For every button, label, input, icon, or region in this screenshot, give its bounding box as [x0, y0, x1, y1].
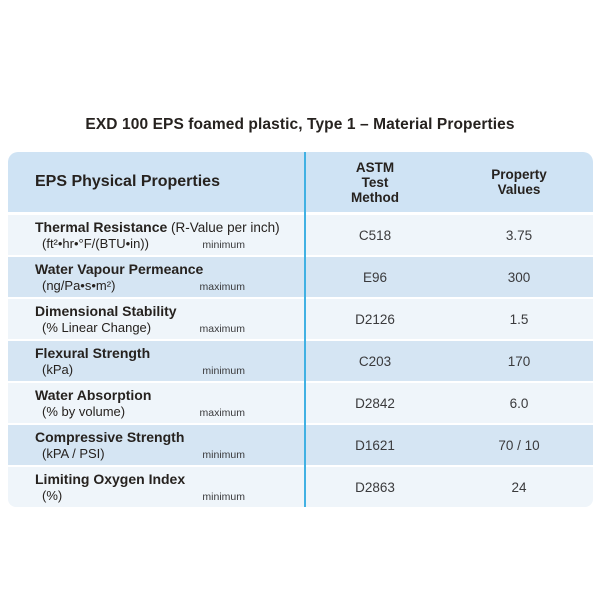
property-qualifier: maximum — [199, 323, 245, 335]
property-cell: Compressive Strength (kPA / PSI) minimum — [8, 425, 305, 465]
table-row-thermal-resistance: Thermal Resistance (R-Value per inch) (f… — [8, 215, 593, 255]
table-row-compressive-strength: Compressive Strength (kPA / PSI) minimum… — [8, 425, 593, 465]
table-row-limiting-oxygen-index: Limiting Oxygen Index (%) minimum D2863 … — [8, 467, 593, 507]
astm-cell: D2863 — [355, 479, 395, 495]
astm-cell: E96 — [362, 269, 388, 285]
value-cell: 170 — [507, 353, 531, 369]
value-cell: 70 / 10 — [498, 437, 540, 453]
table-row-flexural-strength: Flexural Strength (kPa) minimum C203 170 — [8, 341, 593, 381]
property-cell: Thermal Resistance (R-Value per inch) (f… — [8, 215, 305, 255]
page-title: EXD 100 EPS foamed plastic, Type 1 – Mat… — [85, 116, 515, 133]
header-col-properties: EPS Physical Properties — [35, 173, 220, 190]
astm-cell: C518 — [358, 227, 392, 243]
property-unit: (ng/Pa•s•m²) — [42, 278, 116, 293]
astm-cell: C203 — [358, 353, 392, 369]
property-unit: (kPA / PSI) — [42, 446, 105, 461]
value-cell: 3.75 — [505, 227, 533, 243]
column-separator-line — [304, 152, 306, 507]
value-cell: 24 — [511, 479, 527, 495]
table-row-water-absorption: Water Absorption (% by volume) maximum D… — [8, 383, 593, 423]
table-row-dimensional-stability: Dimensional Stability (% Linear Change) … — [8, 299, 593, 339]
property-unit: (% by volume) — [42, 404, 126, 419]
table-header: EPS Physical Properties ASTM Test Method… — [8, 152, 593, 212]
property-unit: (%) — [42, 488, 63, 503]
property-qualifier: minimum — [202, 491, 245, 503]
header-col-astm-method: ASTM Test Method — [351, 159, 399, 205]
property-name: Thermal Resistance — [35, 219, 168, 235]
astm-cell: D2842 — [355, 395, 395, 411]
property-unit: (ft²•hr•°F/(BTU•in)) — [42, 236, 149, 251]
property-name-suffix: (R-Value per inch) — [167, 220, 280, 235]
header-col-property-values: Property Values — [491, 167, 547, 197]
property-qualifier: minimum — [202, 449, 245, 461]
property-qualifier: maximum — [199, 407, 245, 419]
property-name: Compressive Strength — [35, 429, 185, 445]
property-name: Water Vapour Permeance — [35, 261, 204, 277]
property-qualifier: minimum — [202, 365, 245, 377]
property-name-line: Thermal Resistance (R-Value per inch) — [8, 219, 305, 235]
value-cell: 6.0 — [509, 395, 529, 411]
property-cell: Water Vapour Permeance (ng/Pa•s•m²) maxi… — [8, 257, 305, 297]
table-body: Thermal Resistance (R-Value per inch) (f… — [8, 215, 593, 507]
property-name: Dimensional Stability — [35, 303, 177, 319]
property-cell: Flexural Strength (kPa) minimum — [8, 341, 305, 381]
properties-table: EPS Physical Properties ASTM Test Method… — [8, 152, 593, 507]
property-cell: Dimensional Stability (% Linear Change) … — [8, 299, 305, 339]
property-qualifier: maximum — [199, 281, 245, 293]
property-cell: Water Absorption (% by volume) maximum — [8, 383, 305, 423]
property-name-line: Flexural Strength — [8, 345, 305, 361]
table-row-water-vapour-permeance: Water Vapour Permeance (ng/Pa•s•m²) maxi… — [8, 257, 593, 297]
property-name-line: Water Absorption — [8, 387, 305, 403]
property-cell: Limiting Oxygen Index (%) minimum — [8, 467, 305, 507]
value-cell: 300 — [507, 269, 531, 285]
property-unit: (% Linear Change) — [42, 320, 152, 335]
property-name-line: Limiting Oxygen Index — [8, 471, 305, 487]
property-qualifier: minimum — [202, 239, 245, 251]
value-cell: 1.5 — [509, 311, 529, 327]
property-name-line: Compressive Strength — [8, 429, 305, 445]
property-unit: (kPa) — [42, 362, 74, 377]
property-name-line: Dimensional Stability — [8, 303, 305, 319]
astm-cell: D1621 — [355, 437, 395, 453]
astm-cell: D2126 — [355, 311, 395, 327]
property-name-line: Water Vapour Permeance — [8, 261, 305, 277]
property-name: Flexural Strength — [35, 345, 151, 361]
property-name: Limiting Oxygen Index — [35, 471, 186, 487]
property-name: Water Absorption — [35, 387, 152, 403]
